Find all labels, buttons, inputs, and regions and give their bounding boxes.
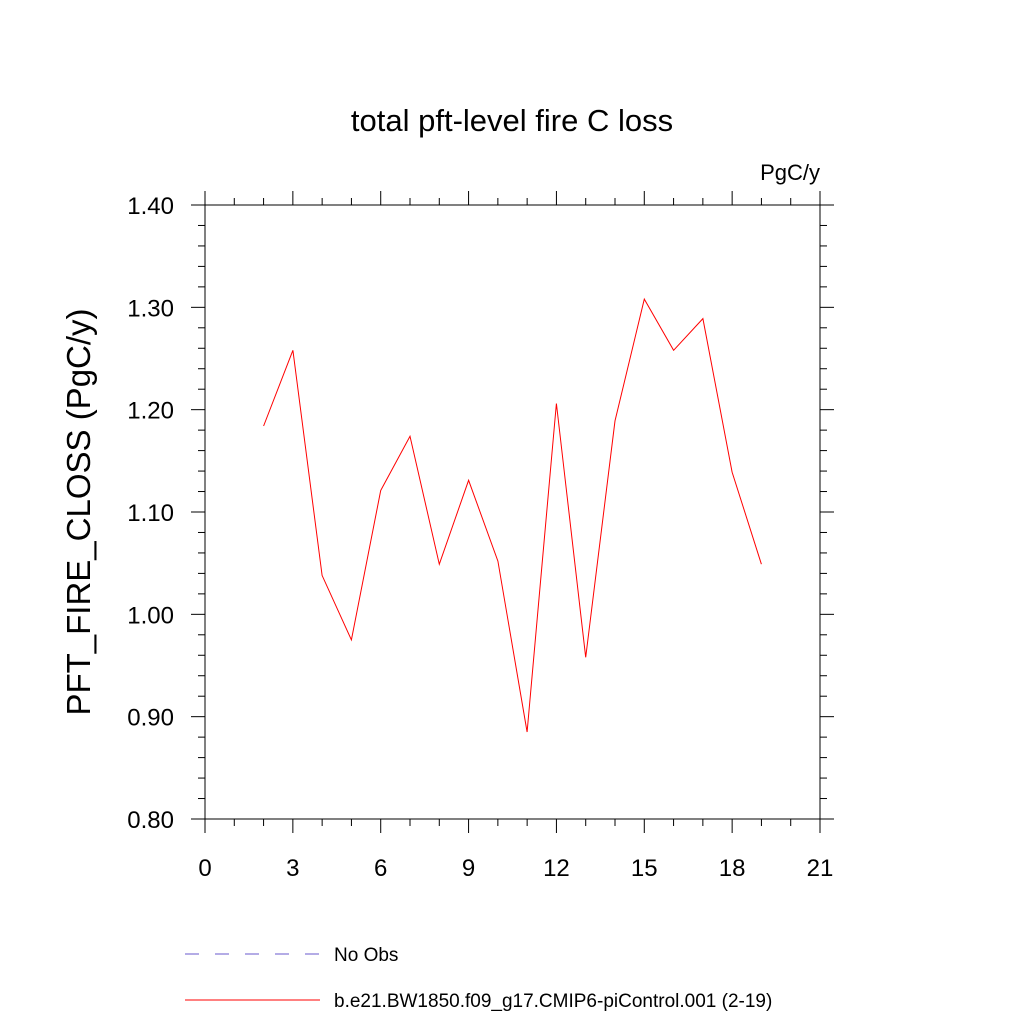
- x-tick-label: 15: [631, 855, 658, 882]
- y-tick-label: 1.30: [127, 295, 174, 322]
- legend-label: b.e21.BW1850.f09_g17.CMIP6-piControl.001…: [334, 991, 772, 1012]
- tick-labels: 0 3 6 9 12 15 18 21 0.80 0.90 1.00 1.10 1.20 1.30 1.40: [127, 193, 833, 882]
- series-group: [263, 297, 762, 733]
- x-tick-label: 21: [807, 855, 834, 882]
- x-tick-label: 9: [462, 855, 475, 882]
- x-tick-label: 3: [286, 855, 299, 882]
- plot-frame: [204, 204, 821, 820]
- y-axis-label: PFT_FIRE_CLOSS (PgC/y): [60, 308, 97, 715]
- y-tick-label: 1.00: [127, 602, 174, 629]
- y-tick-label: 0.90: [127, 705, 174, 732]
- x-tick-label: 0: [198, 855, 211, 882]
- y-tick-label: 1.20: [127, 398, 174, 425]
- x-tick-label: 12: [543, 855, 570, 882]
- y-tick-label: 0.80: [127, 807, 174, 834]
- legend-label: No Obs: [334, 945, 398, 966]
- legend: No Obs b.e21.BW1850.f09_g17.CMIP6-piContr…: [185, 945, 772, 1012]
- y-tick-label: 1.40: [127, 193, 174, 220]
- y-tick-label: 1.10: [127, 500, 174, 527]
- chart-title: total pft-level fire C loss: [351, 103, 673, 138]
- x-tick-label: 18: [719, 855, 746, 882]
- units-label: PgC/y: [760, 160, 820, 185]
- axis-ticks: [191, 191, 834, 833]
- series-line: [263, 297, 762, 733]
- x-tick-label: 6: [374, 855, 387, 882]
